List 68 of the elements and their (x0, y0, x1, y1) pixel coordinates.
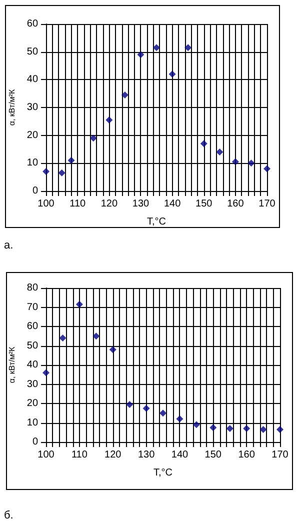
y-tick-label: 40 (26, 360, 38, 370)
point (216, 148, 224, 156)
point (264, 165, 270, 172)
x-tick-label: 120 (100, 198, 118, 210)
y-tick-label: 40 (26, 74, 38, 86)
text: б. (4, 510, 14, 522)
x-tick-label: 130 (132, 198, 150, 210)
x-tick-label: 160 (227, 198, 244, 210)
y-tick-label: 10 (26, 417, 38, 428)
x-tick-label: 110 (71, 450, 88, 460)
point (160, 410, 167, 417)
point (168, 70, 176, 78)
x-tick-label: 150 (196, 198, 213, 210)
point (106, 116, 113, 124)
point (142, 404, 150, 412)
point (200, 140, 208, 148)
point (232, 158, 239, 166)
point (42, 168, 50, 176)
y-tick-label: 80 (26, 282, 38, 294)
x-tick-label: 140 (171, 450, 189, 460)
x-tick-label: 110 (70, 198, 86, 210)
y-tick-label: 0 (32, 186, 38, 196)
y-tick-label: 30 (26, 102, 38, 113)
x-tick-label: 170 (272, 450, 289, 460)
x-tick-label: 160 (238, 450, 256, 460)
y-tick-label: 60 (26, 18, 38, 30)
point (192, 421, 200, 428)
point (226, 425, 234, 432)
y-axis-title: α, кВт/м²К (8, 346, 16, 384)
text: а. (4, 240, 14, 252)
x-axis-title: T,°C (147, 216, 166, 228)
x-tick-label: 150 (204, 450, 222, 460)
point (243, 425, 250, 432)
point (210, 424, 217, 432)
x-tick-label: 100 (38, 450, 55, 460)
y-tick-label: 10 (26, 158, 38, 169)
y-tick-label: 20 (26, 130, 38, 141)
y-tick-label: 50 (26, 340, 38, 352)
point (276, 426, 284, 433)
y-tick-label: 30 (26, 378, 38, 390)
point (58, 169, 66, 176)
y-tick-label: 60 (26, 321, 38, 332)
point (90, 134, 97, 142)
y-tick-label: 0 (32, 436, 38, 448)
y-tick-label: 70 (26, 302, 38, 313)
point (248, 160, 255, 167)
point (68, 156, 75, 164)
point (76, 300, 83, 308)
x-axis-title: T,°C (154, 468, 173, 478)
y-axis-title: α, кВт/м²К (8, 88, 16, 126)
point (92, 332, 100, 340)
point (137, 51, 144, 58)
point (109, 346, 116, 354)
point (260, 426, 267, 433)
point (176, 415, 184, 422)
y-tick-label: 20 (26, 398, 38, 409)
x-tick-label: 100 (38, 198, 55, 210)
x-tick-label: 120 (104, 450, 122, 460)
x-tick-label: 140 (164, 198, 182, 210)
point (121, 91, 128, 98)
x-tick-label: 130 (138, 450, 156, 460)
x-tick-label: 170 (258, 198, 276, 210)
point (126, 400, 134, 408)
point (184, 44, 192, 52)
point (42, 369, 50, 376)
point (153, 44, 160, 52)
point (59, 334, 66, 342)
y-tick-label: 50 (26, 46, 38, 58)
